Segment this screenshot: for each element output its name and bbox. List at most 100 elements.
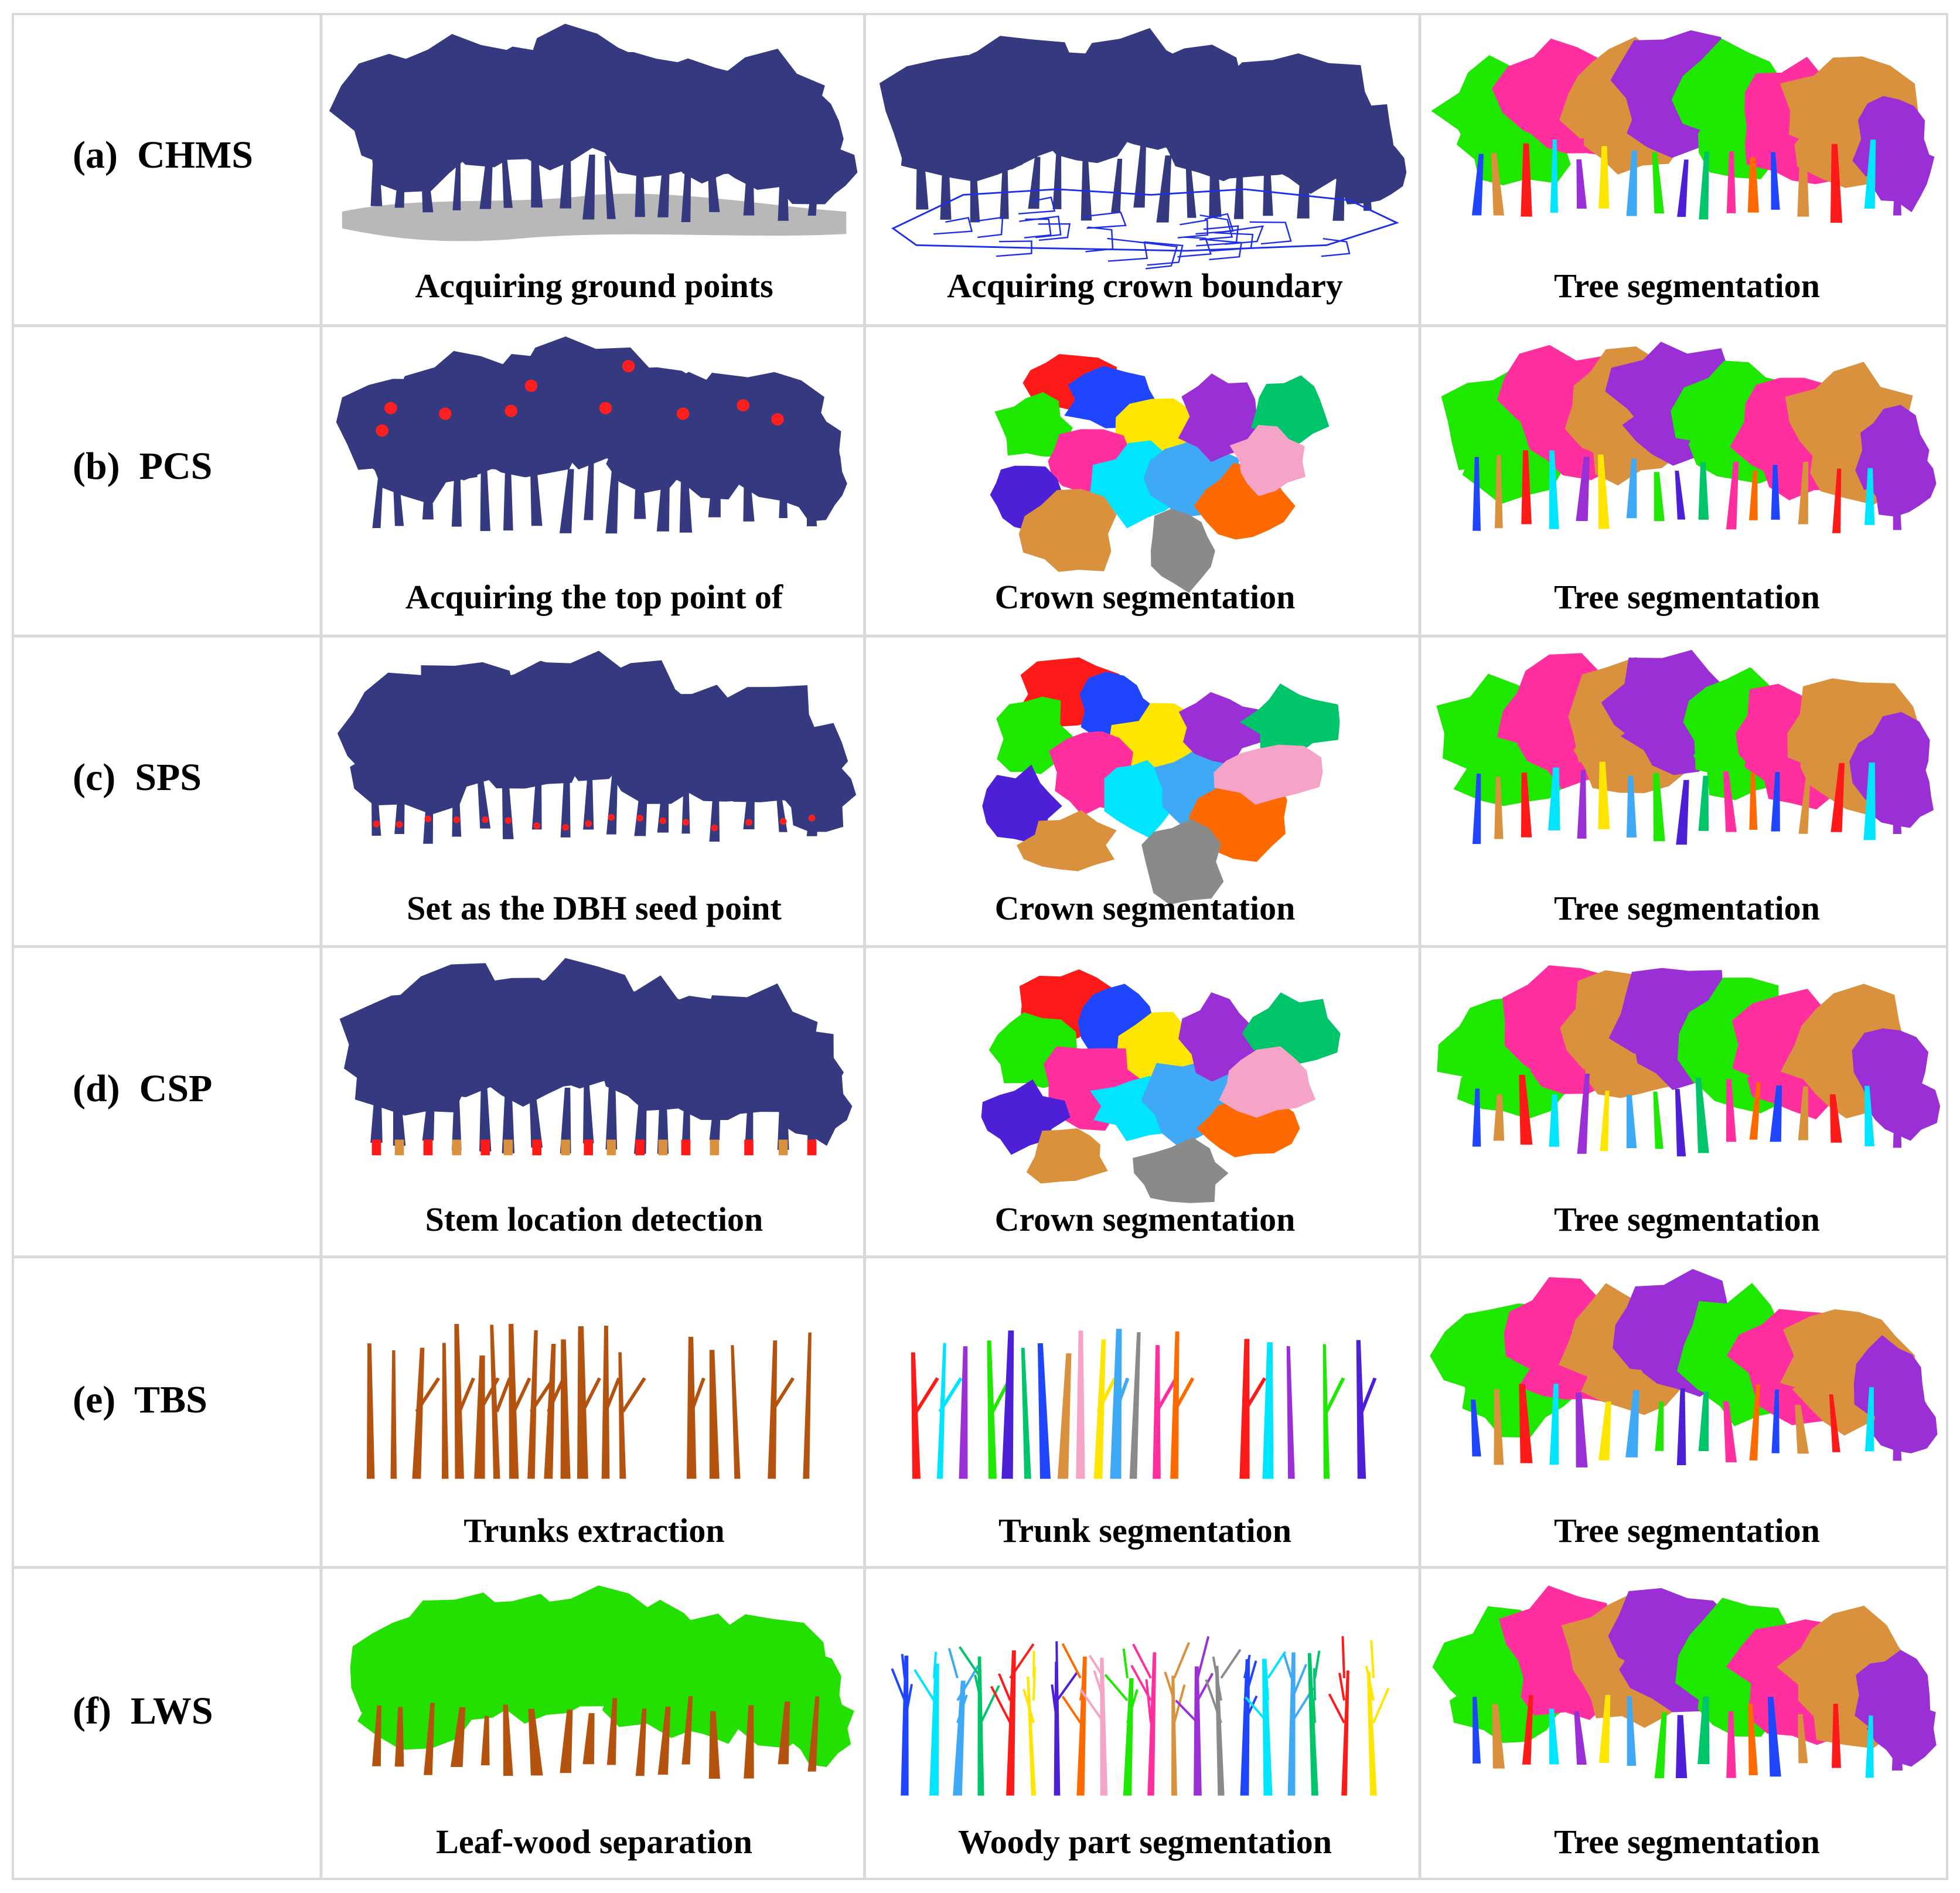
tree-point-cloud-with-top-points-icon [336,336,847,534]
woody-branch [1051,1684,1058,1723]
tree-trunk [1653,772,1665,842]
woody-branch [1314,1650,1321,1678]
tree-trunk [394,154,405,208]
tree-trunk [1891,1711,1903,1771]
tree-trunk [1749,1384,1760,1460]
crown-segment [1214,744,1323,805]
woody-branch [891,1668,906,1701]
method-label-f: (f) LWS [73,1689,213,1732]
woody-part [1076,1656,1087,1796]
trunk [454,1323,464,1479]
tree-trunk [1297,145,1310,219]
woody-part [1262,1659,1273,1796]
woody-branch [1032,1666,1036,1701]
stem-location [778,1139,788,1156]
caption-b-2: Crown segmentation [994,578,1296,616]
crown-boundary [1083,211,1127,229]
caption-a-3: Tree segmentation [1554,267,1820,305]
tree-trunk [1598,1695,1611,1763]
trunk-branch [1172,1377,1195,1413]
tree-trunk [582,1084,594,1143]
tree-trunk [1676,779,1689,845]
trunk [1110,1329,1122,1479]
dbh-seed-point [373,820,380,828]
tree-trunk [1576,1392,1588,1468]
tree-trunk [1519,1075,1533,1145]
tree-trunk [606,1698,618,1765]
tree-trunk [807,1084,817,1152]
tree-trunk [633,1074,647,1154]
tree-trunk [420,152,434,213]
stem-location [532,1139,542,1156]
trunk-branch [621,1377,646,1413]
tree-trunk [1626,458,1637,519]
tree-crown [1332,135,1407,205]
woody-branch [1088,1654,1105,1679]
tree-trunk [531,767,542,830]
woody-branch [1243,1654,1251,1678]
trunk [803,1332,812,1479]
tree-top-point [505,404,517,417]
woody-branch [1264,1664,1269,1701]
tree-trunk [1080,156,1092,221]
woody-branch [998,1673,1011,1701]
tree-point-cloud-with-stem-locations-icon [339,958,853,1156]
segmented-trees-icon [1430,1269,1938,1468]
leaf-wood-separation-icon [350,1585,854,1779]
woody-part [1171,1676,1177,1796]
segmented-trees-icon [1437,965,1941,1157]
tree-trunk [583,779,594,830]
woody-part [901,1655,909,1796]
tree-trunk [502,151,513,208]
tree-trunk [1749,772,1758,830]
tree-trunk [1492,1704,1505,1769]
woody-branch [1283,1653,1293,1678]
tree-trunk [1798,778,1811,834]
crown-segment [1018,489,1117,572]
caption-c-1: Set as the DBH seed point [407,889,782,927]
tree-trunk [1028,156,1041,209]
caption-d-3: Tree segmentation [1554,1200,1820,1238]
crown-boundary [891,188,1399,252]
stem-location [423,1139,433,1156]
tree-trunk [657,778,669,833]
tree-trunk [1749,1082,1761,1140]
trunk-branch [1325,1377,1345,1412]
stem-location [480,1139,490,1156]
crown-segment [1044,1046,1147,1131]
tree-trunk [1893,1401,1902,1461]
tree-trunk [1698,775,1709,831]
tree-trunk [1697,1696,1710,1765]
caption-a-1: Acquiring ground points [415,267,773,305]
stem-location [681,1139,691,1156]
woody-part-segmentation-icon [891,1636,1390,1796]
tree-trunk [1893,454,1902,530]
tree-trunk [370,155,383,206]
tree-trunk [1549,1094,1560,1147]
tree-trunk [1726,151,1736,213]
tree-trunk [1829,1094,1842,1143]
crown-boundary [1205,239,1243,261]
crown-segment [1150,509,1215,593]
trunk [1129,1332,1141,1479]
trunk [527,1330,538,1479]
crown-segment [1178,373,1259,462]
tree-trunk [1233,155,1244,219]
woody-part [1054,1662,1061,1796]
woody-branch [1173,1642,1190,1679]
caption-d-1: Stem location detection [425,1200,763,1238]
woody-branch [956,1694,968,1724]
tree-trunk [1798,1714,1808,1763]
tree-trunk [1598,761,1610,829]
crown-segment [1141,819,1224,905]
tree-trunk [582,154,595,220]
tree-trunk [1831,762,1845,832]
tree-crown [784,1690,854,1768]
stem-location [394,1139,404,1156]
extracted-trunks-icon [366,1323,812,1479]
dbh-seed-point [711,824,718,832]
tree-trunk [970,151,980,223]
tree-trunk [1549,1708,1559,1765]
tree-trunk [709,1074,722,1140]
woody-part [1147,1652,1157,1796]
